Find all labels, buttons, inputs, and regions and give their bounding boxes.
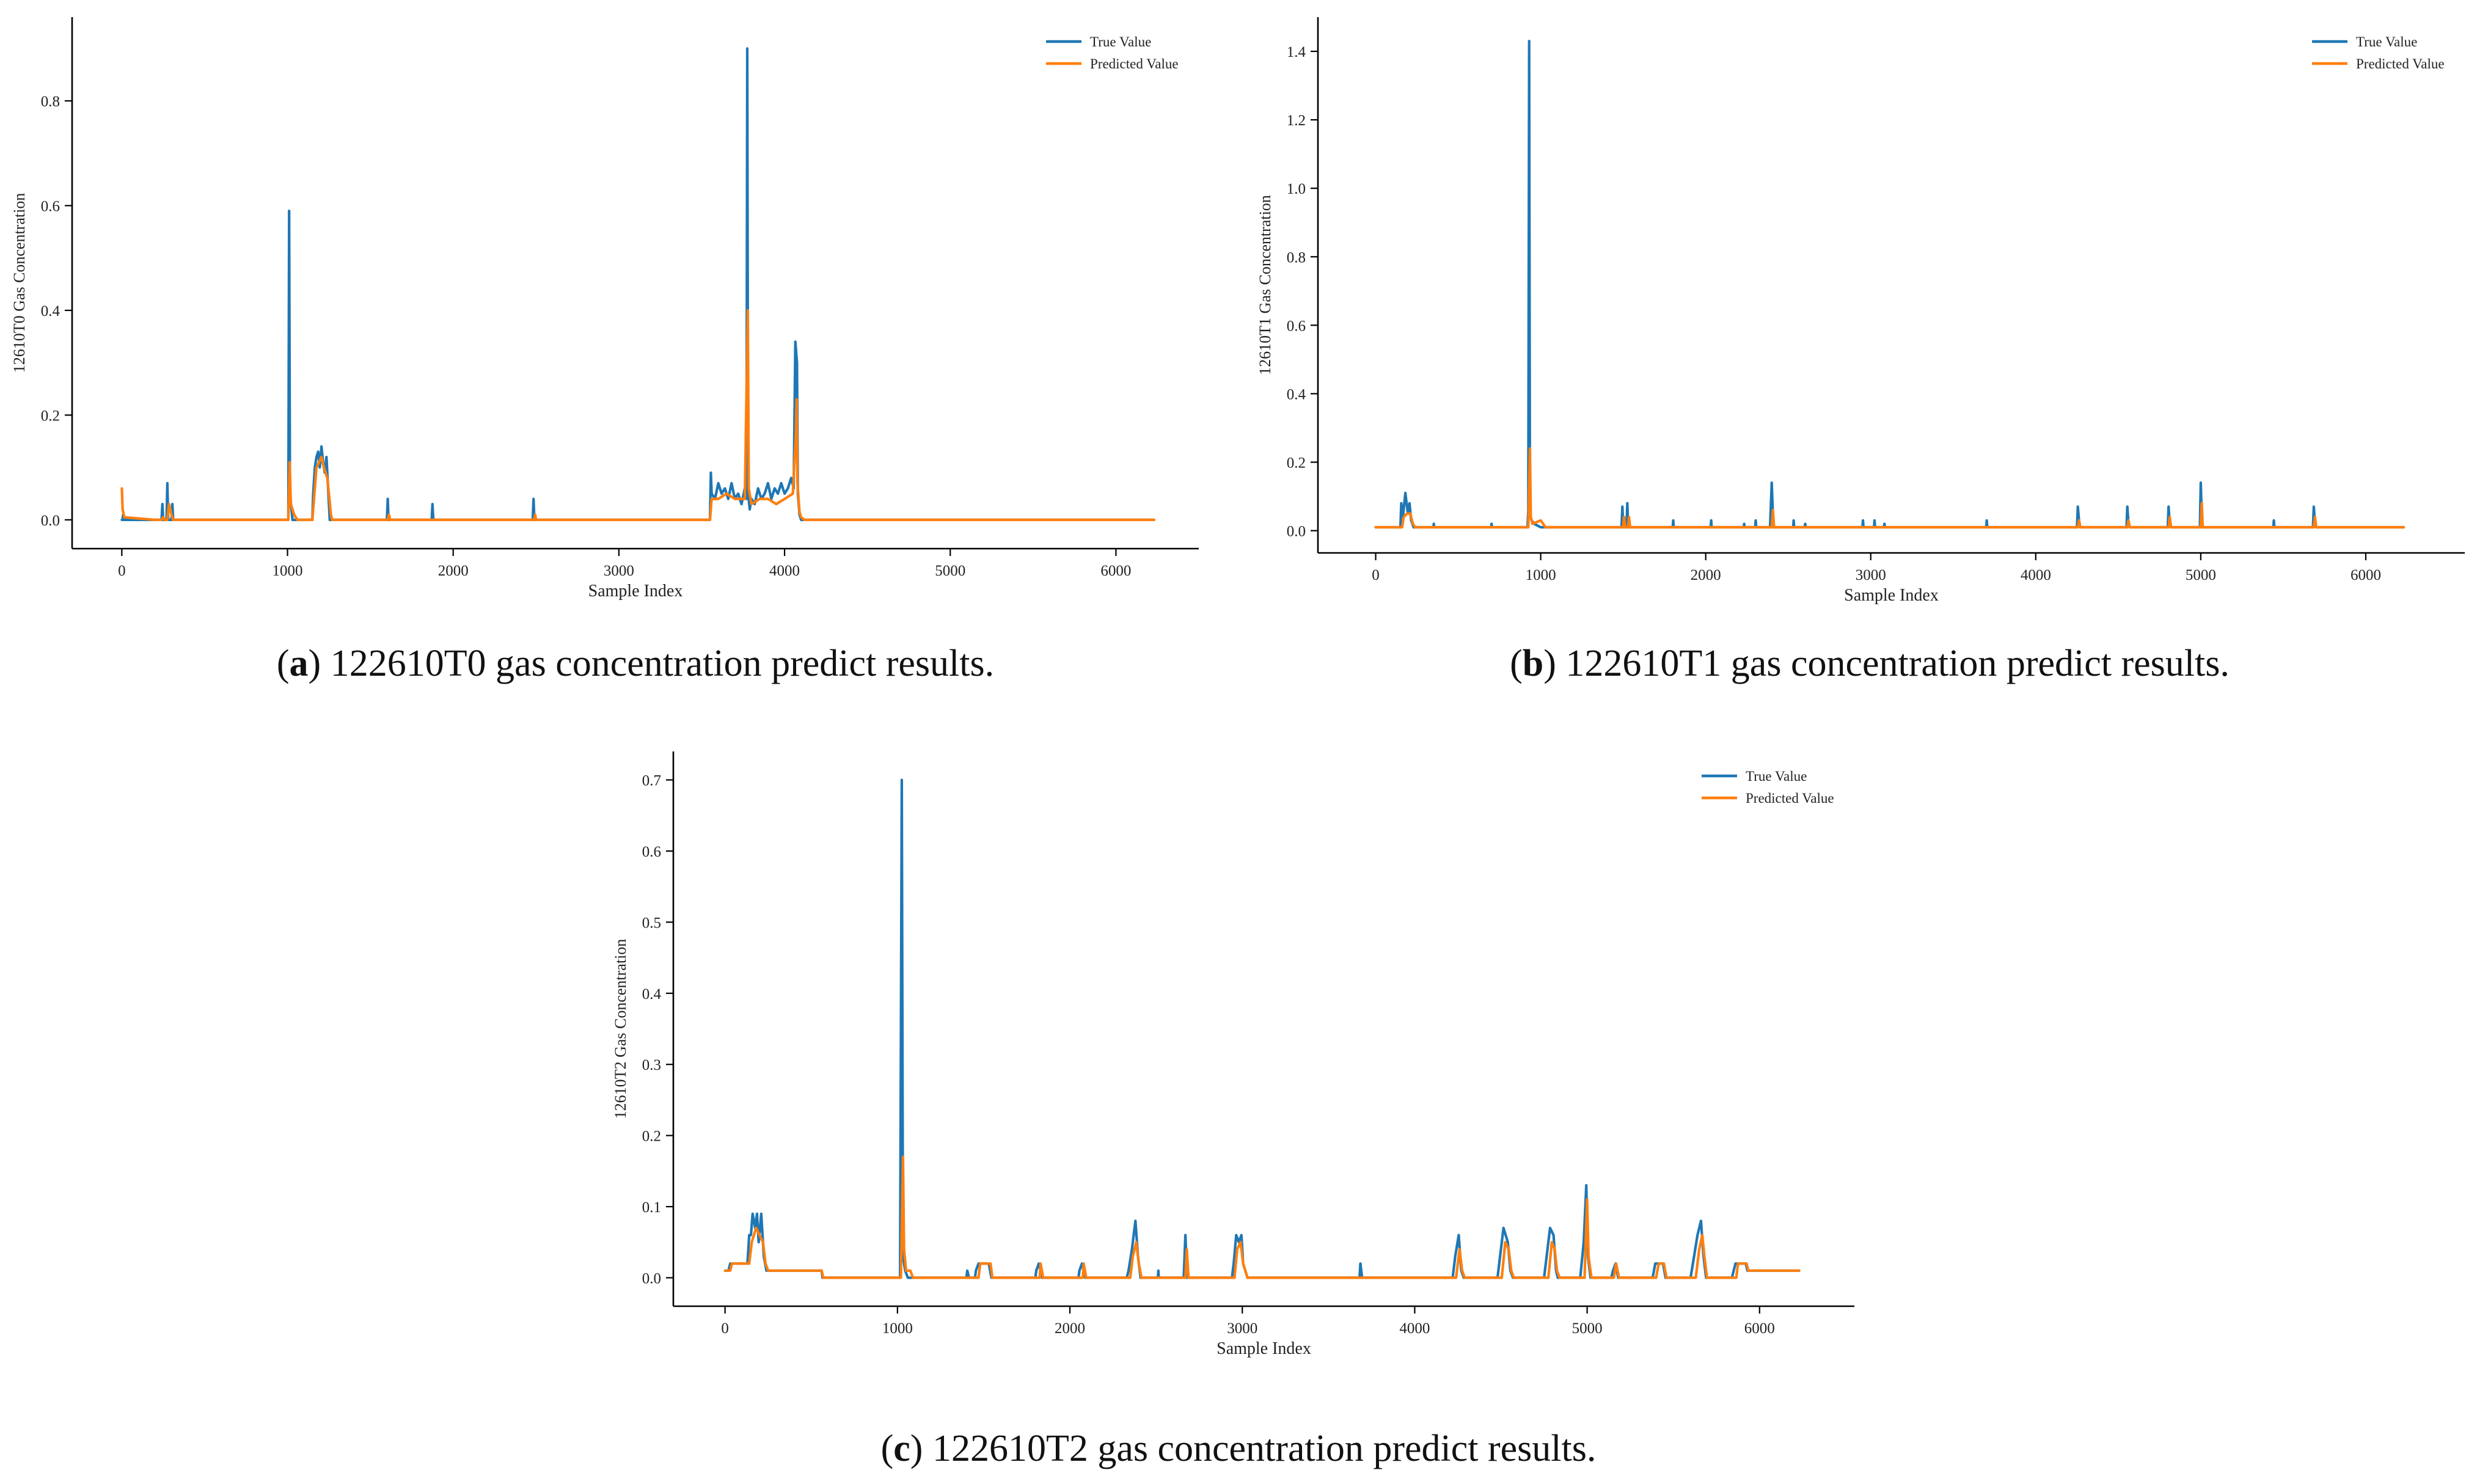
chart-a: 0 1000 2000 3000 4000 5000 6000 0.0 0.2 0.4 0.6 0.8… <box>10 17 1199 601</box>
chart-c-x-axis-label: Sample Index <box>1217 1339 1311 1358</box>
chart-a-x-tick-label: 6000 <box>1100 563 1131 579</box>
chart-c-y-tick-label: 0.0 <box>642 1270 661 1287</box>
chart-b-y-tick-label: 0.8 <box>1287 249 1306 266</box>
chart-c-x-tick-label: 3000 <box>1227 1320 1257 1337</box>
chart-b-x-tick-label: 0 <box>1372 567 1380 583</box>
chart-a-x-tick-label: 0 <box>118 563 126 579</box>
chart-c: 0 1000 2000 3000 4000 5000 6000 0.0 0.1 0.2 0.3 0.4… <box>612 751 1854 1358</box>
chart-b-x-tick-label: 1000 <box>1526 567 1556 583</box>
chart-b: 0 1000 2000 3000 4000 5000 6000 0.0 0.2 0.4 0.6 0.8… <box>1256 17 2465 605</box>
chart-b-y-tick-label: 0.6 <box>1287 318 1306 334</box>
chart-a-legend-label-predicted: Predicted Value <box>1090 56 1179 71</box>
caption-b-close: ) <box>1543 643 1556 684</box>
caption-c-text: 122610T2 gas concentration predict resul… <box>923 1428 1597 1469</box>
caption-a-text: 122610T0 gas concentration predict resul… <box>321 643 995 684</box>
chart-c-legend-label-true: True Value <box>1746 769 1807 784</box>
caption-a-letter: a <box>289 643 309 684</box>
chart-c-y-tick-label: 0.3 <box>642 1057 661 1073</box>
caption-c-letter: c <box>893 1428 910 1469</box>
caption-b-text: 122610T1 gas concentration predict resul… <box>1556 643 2230 684</box>
chart-b-x-tick-label: 2000 <box>1691 567 1721 583</box>
chart-b-y-tick-label: 0.4 <box>1287 386 1306 403</box>
chart-a-x-tick-label: 1000 <box>273 563 303 579</box>
caption-b-open: ( <box>1510 643 1523 684</box>
chart-c-x-tick-label: 1000 <box>882 1320 913 1337</box>
chart-b-y-tick-label: 1.2 <box>1287 112 1306 129</box>
chart-b-y-tick-label: 0.2 <box>1287 455 1306 471</box>
chart-c-y-tick-label: 0.1 <box>642 1199 661 1216</box>
chart-a-x-tick-label: 3000 <box>604 563 634 579</box>
chart-a-y-tick-label: 0.4 <box>41 303 60 320</box>
caption-a-open: ( <box>276 643 290 684</box>
chart-b-x-tick-label: 6000 <box>2351 567 2381 583</box>
chart-c-legend: True Value Predicted Value <box>1702 769 1834 806</box>
chart-a-y-axis-label: 12610T0 Gas Concentration <box>10 193 28 373</box>
chart-c-x-tick-label: 2000 <box>1055 1320 1085 1337</box>
chart-a-x-axis-label: Sample Index <box>588 582 683 601</box>
chart-a-y-tick-label: 0.8 <box>41 93 60 110</box>
chart-b-x-tick-label: 5000 <box>2186 567 2216 583</box>
chart-a-predicted-value-line <box>120 309 1155 521</box>
chart-c-y-tick-label: 0.4 <box>642 986 662 1003</box>
caption-a: (a) 122610T0 gas concentration predict r… <box>98 645 1173 682</box>
chart-b-y-axis-label: 12610T1 Gas Concentration <box>1256 195 1274 375</box>
caption-b: (b) 122610T1 gas concentration predict r… <box>1332 645 2407 682</box>
chart-b-legend: True Value Predicted Value <box>2312 34 2445 71</box>
chart-c-x-tick-label: 0 <box>721 1320 729 1337</box>
chart-c-predicted-value-line <box>723 1155 1801 1279</box>
chart-b-x-tick-label: 3000 <box>1856 567 1886 583</box>
chart-c-y-tick-label: 0.5 <box>642 915 661 931</box>
chart-b-legend-label-true: True Value <box>2356 34 2417 49</box>
chart-c-true-value-line <box>723 778 1801 1279</box>
chart-c-x-tick-label: 4000 <box>1399 1320 1430 1337</box>
chart-a-y-tick-label: 0.6 <box>41 199 60 215</box>
chart-b-predicted-value-line <box>1374 447 2406 529</box>
chart-b-y-tick-label: 1.0 <box>1287 181 1306 197</box>
caption-a-close: ) <box>308 643 321 684</box>
chart-a-legend-label-true: True Value <box>1090 34 1151 49</box>
chart-b-legend-label-predicted: Predicted Value <box>2356 56 2445 71</box>
chart-c-y-tick-label: 0.6 <box>642 844 661 860</box>
chart-c-y-tick-label: 0.2 <box>642 1128 661 1145</box>
chart-a-legend: True Value Predicted Value <box>1046 34 1179 71</box>
chart-a-y-tick-label: 0.0 <box>41 513 60 529</box>
chart-b-y-tick-label: 1.4 <box>1287 44 1306 60</box>
chart-b-x-axis-label: Sample Index <box>1844 586 1939 605</box>
chart-c-x-tick-label: 5000 <box>1572 1320 1603 1337</box>
chart-c-legend-label-predicted: Predicted Value <box>1746 791 1834 806</box>
chart-c-y-tick-label: 0.7 <box>642 773 661 789</box>
caption-c-close: ) <box>910 1428 923 1469</box>
caption-c: (c) 122610T2 gas concentration predict r… <box>701 1430 1776 1468</box>
chart-b-x-tick-label: 4000 <box>2021 567 2051 583</box>
chart-a-x-tick-label: 2000 <box>438 563 469 579</box>
caption-b-letter: b <box>1522 643 1544 684</box>
chart-a-x-tick-label: 5000 <box>935 563 965 579</box>
chart-c-y-axis-label: 12610T2 Gas Concentration <box>612 939 629 1119</box>
chart-b-y-tick-label: 0.0 <box>1287 524 1306 540</box>
chart-a-true-value-line <box>120 47 1155 521</box>
chart-c-x-tick-label: 6000 <box>1744 1320 1775 1337</box>
chart-a-x-tick-label: 4000 <box>769 563 800 579</box>
caption-c-open: ( <box>880 1428 894 1469</box>
chart-a-y-tick-label: 0.2 <box>41 408 60 424</box>
